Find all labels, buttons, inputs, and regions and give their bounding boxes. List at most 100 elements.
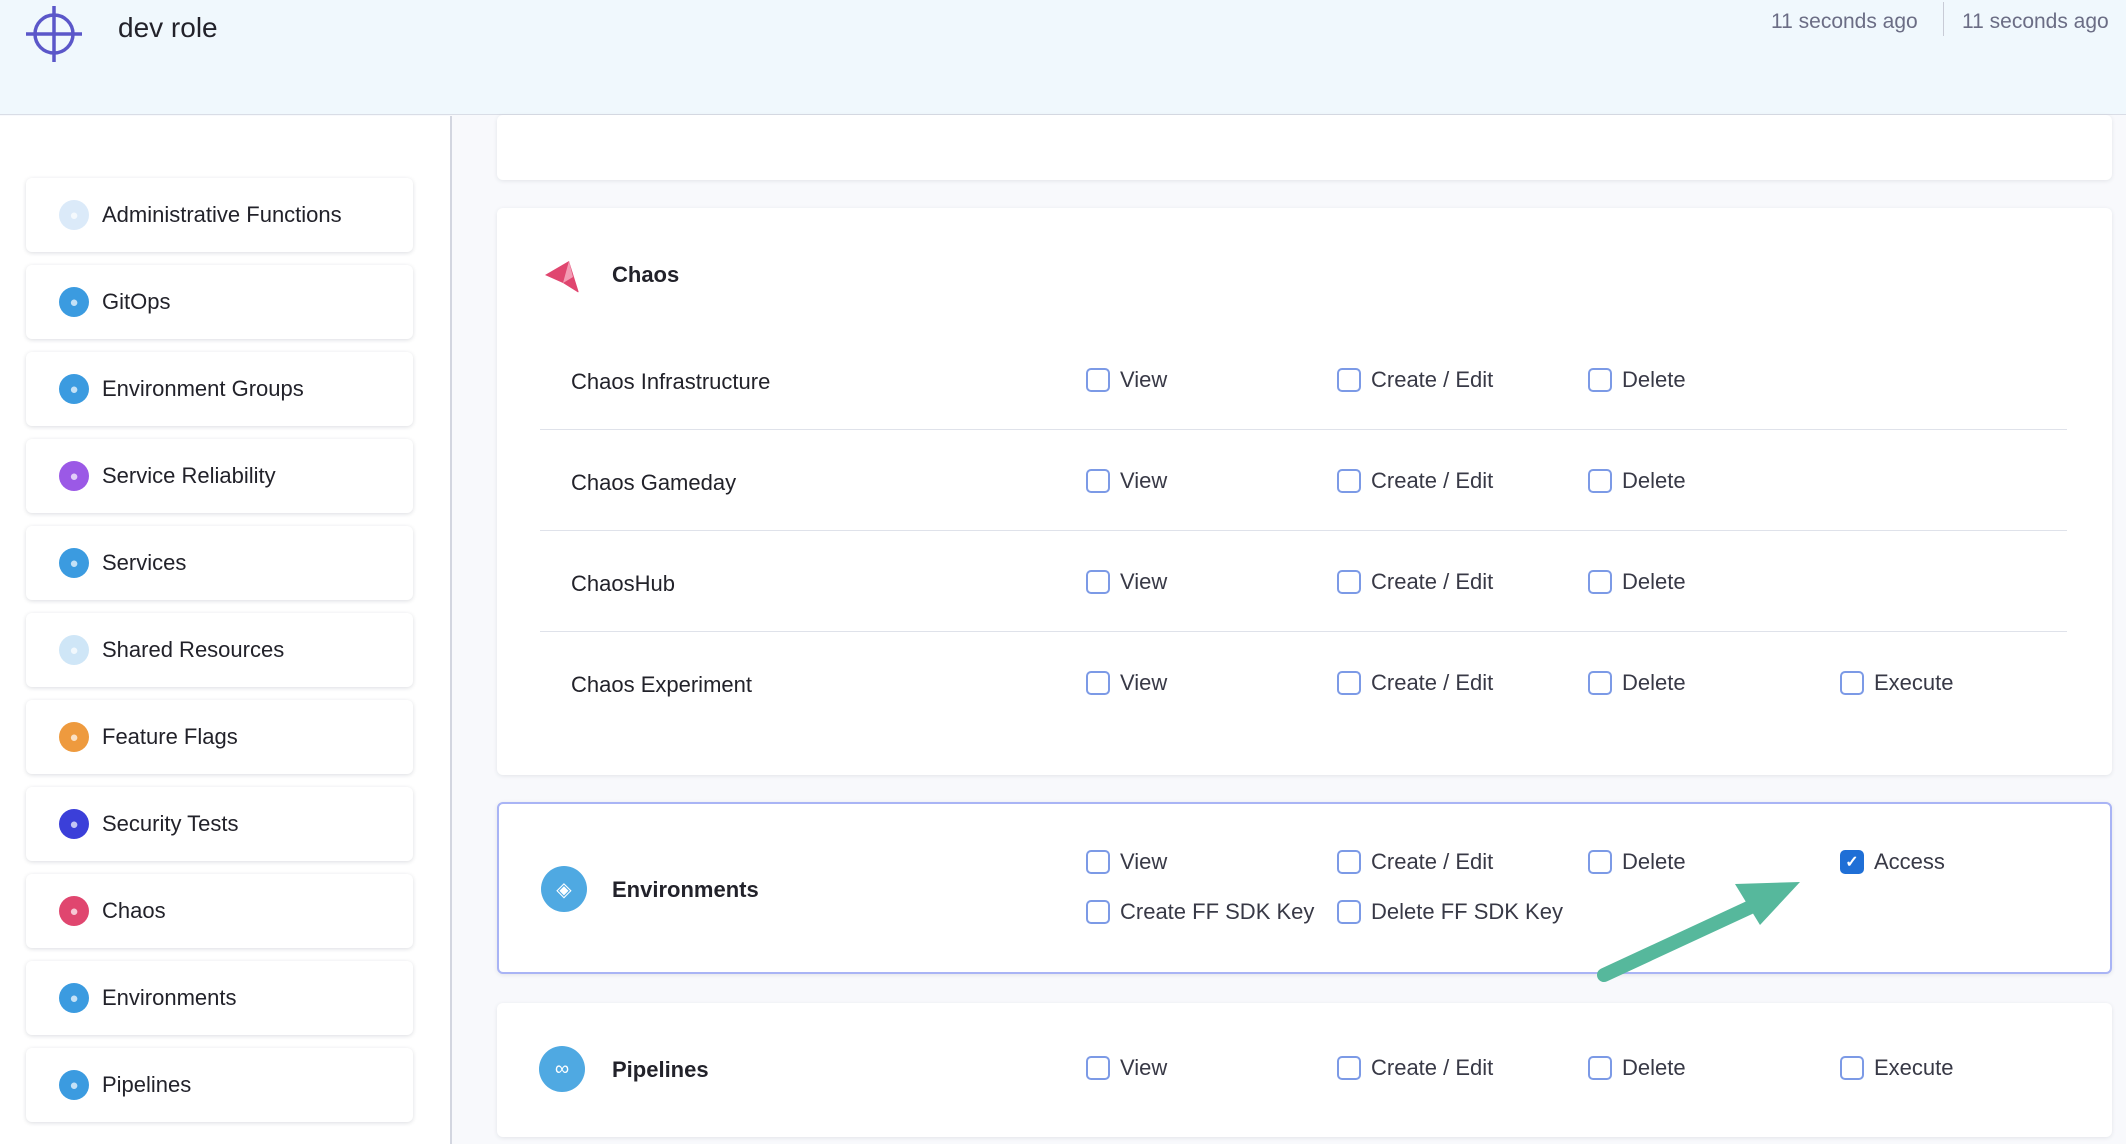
page-title: dev role <box>118 12 218 43</box>
checkbox-checked[interactable]: ✓ <box>1840 850 1864 874</box>
sidebar-item-label: GitOps <box>102 289 171 314</box>
checkbox-label: View <box>1120 569 1168 594</box>
permission-row-label: Chaos Gameday <box>571 470 737 495</box>
permission-view[interactable]: View <box>1086 569 1167 595</box>
sidebar-item-label: Pipelines <box>102 1072 192 1097</box>
sidebar-item-environment-groups[interactable]: ● Environment Groups <box>26 352 413 426</box>
checkbox[interactable] <box>1086 469 1110 493</box>
checkbox[interactable] <box>1588 570 1612 594</box>
sidebar-item-chaos[interactable]: ● Chaos <box>26 874 413 948</box>
sidebar-item-security-tests[interactable]: ● Security Tests <box>26 787 413 861</box>
permission-create-edit[interactable]: Create / Edit <box>1337 849 1493 875</box>
checkbox[interactable] <box>1086 671 1110 695</box>
sidebar-item-feature-flags[interactable]: ● Feature Flags <box>26 700 413 774</box>
permission-row-label: ChaosHub <box>571 571 675 596</box>
last-updated: 11 seconds ago <box>1771 10 1918 33</box>
checkbox-label: View <box>1120 849 1168 874</box>
permission-execute[interactable]: Execute <box>1840 1055 1954 1081</box>
checkbox[interactable] <box>1337 671 1361 695</box>
row-divider <box>540 429 2067 430</box>
permission-view[interactable]: View <box>1086 849 1167 875</box>
permission-delete[interactable]: Delete <box>1588 670 1686 696</box>
permission-view[interactable]: View <box>1086 670 1167 696</box>
checkbox-label: Delete <box>1622 670 1686 695</box>
checkbox-label: View <box>1120 367 1168 392</box>
sidebar-item-services[interactable]: ● Services <box>26 526 413 600</box>
checkbox[interactable] <box>1337 850 1361 874</box>
permission-delete[interactable]: Delete <box>1588 367 1686 393</box>
permission-create-edit[interactable]: Create / Edit <box>1337 468 1493 494</box>
sidebar-item-administrative-functions[interactable]: ● Administrative Functions <box>26 178 413 252</box>
header: dev role 11 seconds ago 11 seconds ago <box>0 0 2126 115</box>
permission-delete-ff-sdk-key[interactable]: Delete FF SDK Key <box>1337 899 1563 925</box>
sidebar-item-label: Chaos <box>102 898 166 923</box>
crosshair-icon <box>26 6 82 62</box>
permission-access[interactable]: ✓ Access <box>1840 849 1945 875</box>
permission-delete[interactable]: Delete <box>1588 1055 1686 1081</box>
sidebar-item-label: Environments <box>102 985 237 1010</box>
permission-delete[interactable]: Delete <box>1588 849 1686 875</box>
checkbox[interactable] <box>1588 671 1612 695</box>
checkbox-label: Execute <box>1874 1055 1954 1080</box>
environments-icon: ◈ <box>541 866 587 912</box>
environments-title: Environments <box>612 877 759 902</box>
checkbox-label: Create FF SDK Key <box>1120 899 1315 924</box>
checkbox[interactable] <box>1086 368 1110 392</box>
permission-create-edit[interactable]: Create / Edit <box>1337 670 1493 696</box>
permission-view[interactable]: View <box>1086 468 1167 494</box>
gear-icon: ● <box>59 200 89 230</box>
resource-card-environments: ◈ Environments View Create / Edit Delete ✓ A… <box>497 802 2112 974</box>
checkbox-label: Create / Edit <box>1371 849 1494 874</box>
checkbox-label: Delete <box>1622 367 1686 392</box>
checkbox-label: Delete FF SDK Key <box>1371 899 1563 924</box>
resource-card-chaos: Chaos Chaos Infrastructure View Create / E… <box>497 208 2112 775</box>
checkbox[interactable] <box>1337 469 1361 493</box>
permission-create-edit[interactable]: Create / Edit <box>1337 1055 1493 1081</box>
sidebar-item-shared-resources[interactable]: ● Shared Resources <box>26 613 413 687</box>
sidebar-item-label: Shared Resources <box>102 637 285 662</box>
last-saved: 11 seconds ago <box>1962 10 2109 33</box>
permission-view[interactable]: View <box>1086 367 1167 393</box>
permission-create-edit[interactable]: Create / Edit <box>1337 367 1493 393</box>
checkbox[interactable] <box>1086 570 1110 594</box>
services-icon: ● <box>59 548 89 578</box>
sidebar-item-label: Service Reliability <box>102 463 276 488</box>
permission-execute[interactable]: Execute <box>1840 670 1954 696</box>
shared-resources-icon: ● <box>59 635 89 665</box>
checkbox-label: View <box>1120 1055 1168 1080</box>
permission-view[interactable]: View <box>1086 1055 1167 1081</box>
checkbox[interactable] <box>1337 570 1361 594</box>
sidebar-item-environments[interactable]: ● Environments <box>26 961 413 1035</box>
checkbox[interactable] <box>1588 469 1612 493</box>
sidebar-item-label: Services <box>102 550 187 575</box>
sidebar-item-pipelines[interactable]: ● Pipelines <box>26 1048 413 1122</box>
checkbox[interactable] <box>1086 850 1110 874</box>
checkbox-label: Create / Edit <box>1371 670 1494 695</box>
checkbox[interactable] <box>1086 1056 1110 1080</box>
checkbox[interactable] <box>1588 850 1612 874</box>
checkbox-label: Create / Edit <box>1371 1055 1494 1080</box>
sidebar-item-label: Administrative Functions <box>102 202 342 227</box>
checkbox[interactable] <box>1588 368 1612 392</box>
shield-icon: ● <box>59 809 89 839</box>
checkbox[interactable] <box>1840 1056 1864 1080</box>
checkbox-label: Create / Edit <box>1371 569 1494 594</box>
resource-card-pipelines: ∞ Pipelines View Create / Edit Delete Execu… <box>497 1003 2112 1137</box>
chaos-title: Chaos <box>612 262 680 287</box>
sidebar-item-gitops[interactable]: ● GitOps <box>26 265 413 339</box>
permission-create-edit[interactable]: Create / Edit <box>1337 569 1493 595</box>
permission-create-ff-sdk-key[interactable]: Create FF SDK Key <box>1086 899 1314 925</box>
checkbox[interactable] <box>1337 1056 1361 1080</box>
row-divider <box>540 631 2067 632</box>
permission-delete[interactable]: Delete <box>1588 468 1686 494</box>
checkbox[interactable] <box>1337 368 1361 392</box>
checkbox[interactable] <box>1337 900 1361 924</box>
sidebar-item-service-reliability[interactable]: ● Service Reliability <box>26 439 413 513</box>
permission-delete[interactable]: Delete <box>1588 569 1686 595</box>
checkbox[interactable] <box>1588 1056 1612 1080</box>
resource-card-previous <box>497 115 2112 180</box>
checkbox[interactable] <box>1086 900 1110 924</box>
chaos-icon <box>545 261 579 293</box>
checkbox[interactable] <box>1840 671 1864 695</box>
divider <box>1943 2 1944 36</box>
